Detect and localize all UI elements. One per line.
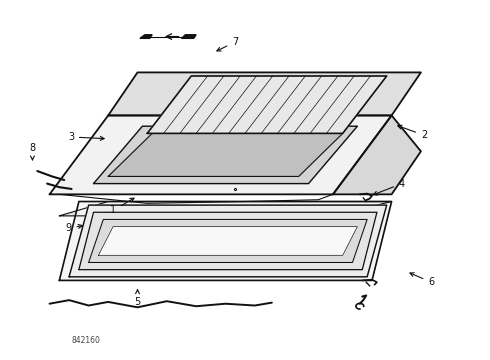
Text: 8: 8 bbox=[29, 143, 35, 160]
Polygon shape bbox=[69, 205, 387, 277]
Text: 5: 5 bbox=[134, 290, 141, 307]
Text: 1: 1 bbox=[110, 198, 134, 216]
Text: 3: 3 bbox=[68, 132, 104, 142]
Polygon shape bbox=[49, 116, 392, 194]
Polygon shape bbox=[181, 35, 196, 39]
Text: 7: 7 bbox=[217, 37, 238, 51]
Text: 2: 2 bbox=[398, 125, 427, 140]
Polygon shape bbox=[333, 116, 421, 194]
Text: 4: 4 bbox=[373, 179, 405, 195]
Text: 9: 9 bbox=[66, 224, 82, 233]
Polygon shape bbox=[108, 134, 343, 176]
Polygon shape bbox=[108, 72, 421, 116]
Polygon shape bbox=[59, 202, 392, 280]
Polygon shape bbox=[59, 202, 392, 216]
Text: 6: 6 bbox=[410, 273, 434, 287]
Polygon shape bbox=[147, 76, 387, 134]
Polygon shape bbox=[98, 226, 357, 255]
Polygon shape bbox=[94, 126, 357, 184]
Text: 842160: 842160 bbox=[72, 336, 100, 345]
Polygon shape bbox=[79, 212, 377, 270]
Polygon shape bbox=[140, 35, 152, 39]
Polygon shape bbox=[89, 220, 367, 262]
